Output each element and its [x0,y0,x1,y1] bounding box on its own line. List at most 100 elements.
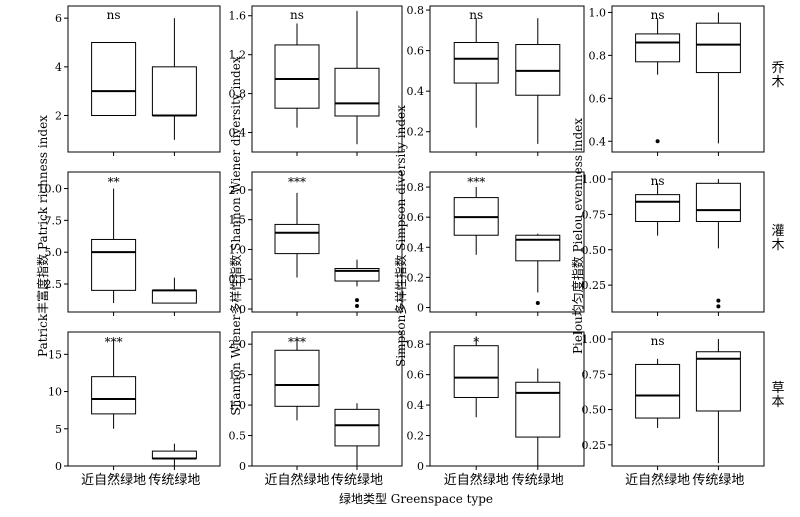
category-label: 近自然绿地 [444,472,509,488]
y-tick-label: 1.0 [589,6,607,19]
box-iqr [334,408,380,447]
box-传统绿地 [515,233,561,305]
outlier-point [535,300,540,305]
box-iqr [695,22,741,74]
y-tick-label: 0.4 [589,135,607,148]
box-iqr [453,345,499,398]
y-tick-label: 0 [55,460,62,473]
y-tick-label: 6 [55,12,62,25]
y-tick-label: 0.75 [582,208,607,221]
significance-label: *** [288,175,306,189]
y-tick-label: 0.4 [229,127,247,140]
outlier-point [355,304,359,309]
y-tick-label: 1.5 [229,214,247,227]
y-tick-label: 1.00 [582,333,607,346]
box-传统绿地 [151,277,197,304]
box-近自然绿地 [274,336,320,421]
significance-label: ns [651,334,665,348]
y-tick-label: 0.75 [582,368,607,381]
y-tick-label: 1.2 [229,49,247,62]
significance-label: *** [105,335,123,349]
box-iqr [635,194,681,222]
y-tick-label: 10 [48,386,62,399]
y-tick-label: 0.6 [407,45,425,58]
y-tick-label: 1.0 [229,243,247,256]
y-tick-label: 0 [239,460,246,473]
significance-label: *** [467,175,485,189]
y-axis-title: Patrick丰富度指数 Patrick richness index [35,115,50,357]
panel-frame [611,5,765,153]
box-iqr [274,349,320,407]
y-tick-label: 10.0 [38,183,63,196]
y-tick-label: 0.4 [407,399,425,412]
box-iqr [515,381,561,438]
panel-r1-c0: 2.5 5.0 7.5 10.0 ** [38,171,221,316]
box-近自然绿地 [453,18,499,128]
box-传统绿地 [334,10,380,145]
row-label: 乔木 [771,61,784,90]
panel-r0-c2: 0.2 0.4 0.6 0.8 ns [407,4,585,156]
box-传统绿地 [151,18,197,140]
panel-r1-c2: 0 0.2 0.4 0.6 0.8 *** [407,171,585,316]
category-label: 近自然绿地 [81,472,146,488]
y-tick-label: 0 [239,303,246,316]
category-label: 近自然绿地 [625,472,690,488]
box-iqr [695,182,741,222]
y-tick-label: 0.2 [407,430,425,443]
significance-label: ** [108,175,120,189]
outlier-point [355,298,359,303]
panel-frame [429,331,585,467]
y-tick-label: 0.8 [589,49,607,62]
box-传统绿地 [515,18,561,144]
y-tick-label: 0.8 [407,181,425,194]
significance-label: * [473,335,479,349]
y-tick-label: 0.2 [407,271,425,284]
box-iqr [151,450,197,460]
x-axis-title: 绿地类型 Greenspace type [339,491,493,506]
box-iqr [274,223,320,255]
box-iqr [274,44,320,109]
y-tick-label: 0.8 [407,338,425,351]
box-iqr [515,44,561,96]
y-tick-label: 0.5 [229,430,247,443]
box-传统绿地 [515,368,561,466]
y-tick-label: 1.00 [582,173,607,186]
y-tick-label: 4 [55,61,62,74]
significance-label: ns [651,174,665,188]
y-tick-label: 0.4 [407,85,425,98]
y-axis-title: Pielou均匀度指数 Pielou evenness index [570,118,585,354]
box-传统绿地 [334,259,380,309]
box-传统绿地 [695,179,741,309]
category-label: 近自然绿地 [264,472,329,488]
box-近自然绿地 [635,358,681,428]
y-axis-title: Shannon Wiener多样性指数 Shannon Wiener diver… [228,56,243,415]
y-tick-label: 0.25 [582,439,607,452]
y-tick-label: 0.6 [407,211,425,224]
panel-frame [429,171,585,313]
box-iqr [635,363,681,419]
y-tick-label: 1.6 [229,10,247,23]
outlier-point [716,304,721,309]
box-iqr [635,33,681,63]
panel-frame [611,171,765,313]
box-iqr [151,66,197,117]
y-tick-label: 0.50 [582,244,607,257]
panel-frame [251,5,403,153]
y-tick-label: 1.5 [229,369,247,382]
y-axis-title: Simpson多样性指数 Simpson diversity index [393,105,408,367]
y-tick-label: 0.8 [229,88,247,101]
box-近自然绿地 [635,18,681,144]
y-tick-label: 0.50 [582,404,607,417]
panel-r0-c0: 2 4 6 ns [55,5,221,156]
significance-label: ns [107,8,121,22]
y-tick-label: 0.6 [407,369,425,382]
box-近自然绿地 [91,188,137,304]
box-传统绿地 [695,339,741,464]
box-传统绿地 [151,443,197,466]
box-iqr [91,42,137,116]
outlier-point [716,298,721,303]
y-tick-label: 0.4 [407,241,425,254]
y-tick-label: 0 [417,301,424,314]
panel-r1-c1: 0 0.5 1.0 1.5 2.0 *** [229,171,403,316]
significance-label: *** [288,335,306,349]
